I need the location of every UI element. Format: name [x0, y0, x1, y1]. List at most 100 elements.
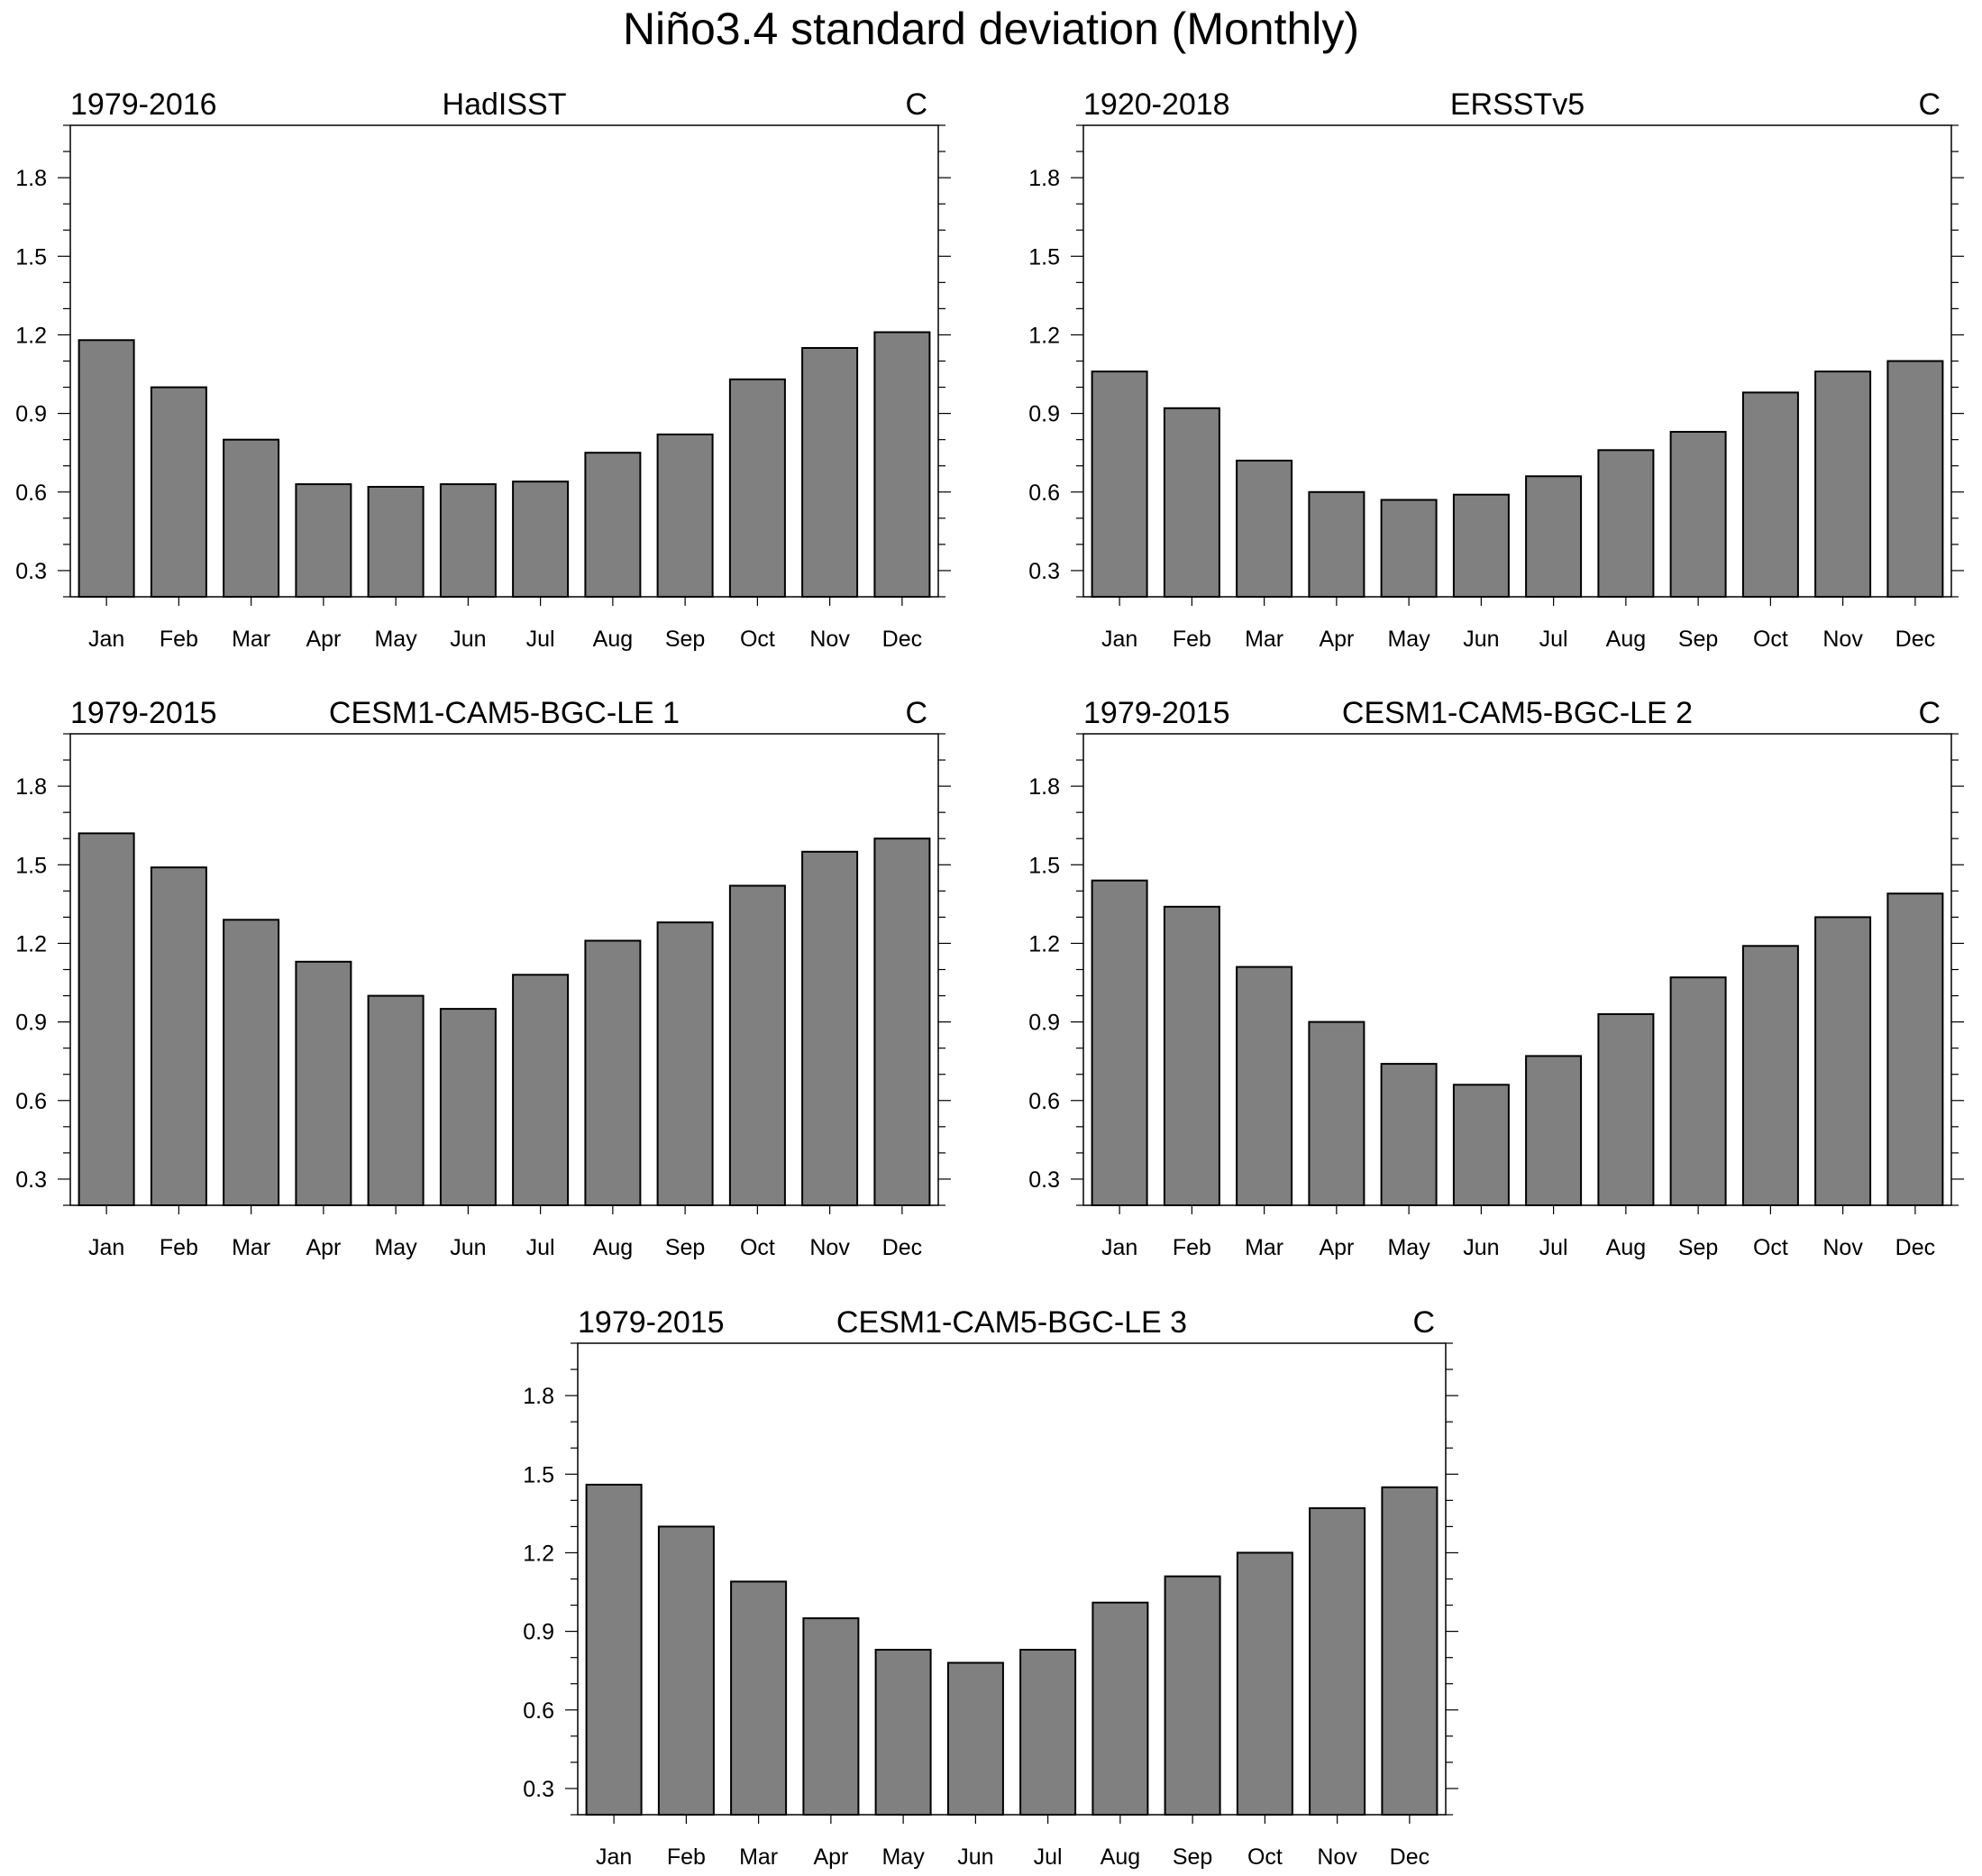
x-tick-label: Dec: [882, 1235, 922, 1260]
x-tick-label: Aug: [593, 1235, 633, 1260]
bar-mar: [1236, 459, 1293, 598]
chart-panel-3: 1979-2015 CESM1-CAM5-BGC-LE 1 C Jan Feb Mar Ap…: [15, 696, 951, 1260]
bar-jul: [1525, 1055, 1583, 1207]
x-tick-label: Dec: [1895, 1235, 1935, 1260]
x-tick-label: Mar: [1245, 1235, 1283, 1260]
bar-aug: [584, 939, 642, 1206]
x-tick-label: Apr: [306, 1235, 341, 1260]
bar-mar: [730, 1580, 788, 1817]
y-tick-label: 1.8: [1028, 166, 1060, 191]
x-tick-label: Jun: [957, 1844, 993, 1870]
bar-sep: [656, 921, 714, 1206]
x-tick-label: Apr: [813, 1844, 848, 1870]
y-tick-label: 0.6: [1028, 480, 1060, 506]
x-tick-label: Mar: [232, 1235, 270, 1260]
x-tick-label: Oct: [1753, 627, 1788, 652]
bar-nov: [801, 347, 859, 598]
bar-dec: [873, 331, 931, 598]
panel-title: CESM1-CAM5-BGC-LE 1: [329, 696, 680, 730]
y-tick-label: 0.9: [1028, 402, 1060, 427]
bar-sep: [1669, 976, 1727, 1206]
x-tick-label: Jun: [450, 627, 486, 652]
x-tick-label: Sep: [1678, 627, 1718, 652]
bar-nov: [1814, 916, 1872, 1207]
panel-period: 1979-2015: [70, 696, 217, 730]
panel-period: 1979-2016: [70, 87, 217, 122]
bar-may: [874, 1649, 932, 1816]
bar-may: [1380, 499, 1438, 598]
x-tick-label: Nov: [1822, 627, 1863, 652]
y-tick-label: 1.5: [1028, 853, 1060, 878]
bar-feb: [1163, 407, 1220, 598]
panel-units: C: [1918, 87, 1941, 122]
bar-sep: [1669, 431, 1727, 598]
bar-may: [1380, 1063, 1438, 1206]
bar-jul: [1525, 475, 1583, 598]
y-tick-label: 1.8: [15, 774, 47, 800]
x-tick-label: Feb: [667, 1844, 706, 1870]
bar-oct: [728, 378, 786, 598]
x-tick-label: Oct: [740, 1235, 775, 1260]
bar-mar: [223, 919, 280, 1206]
y-tick-label: 1.8: [15, 166, 47, 191]
bar-oct: [728, 884, 786, 1206]
panel-period: 1979-2015: [578, 1305, 725, 1340]
x-tick-label: Jul: [1539, 1235, 1568, 1260]
bar-jun: [946, 1661, 1004, 1816]
bar-apr: [295, 960, 352, 1207]
y-tick-label: 1.2: [15, 323, 47, 348]
x-tick-label: Sep: [665, 627, 705, 652]
bar-jan: [78, 832, 135, 1207]
x-tick-label: Jul: [1539, 627, 1568, 652]
y-tick-label: 1.8: [1028, 774, 1060, 800]
bar-apr: [1308, 1020, 1365, 1206]
y-tick-label: 0.6: [1028, 1089, 1060, 1114]
x-tick-label: Jun: [1463, 1235, 1499, 1260]
bar-aug: [1597, 1012, 1655, 1207]
x-tick-label: Mar: [739, 1844, 778, 1870]
bar-aug: [1091, 1601, 1149, 1816]
x-tick-label: Oct: [740, 627, 775, 652]
y-tick-label: 1.5: [523, 1462, 554, 1487]
x-tick-label: May: [1387, 1235, 1430, 1260]
bar-oct: [1741, 945, 1799, 1207]
y-tick-label: 1.2: [15, 931, 47, 956]
x-tick-label: Apr: [1319, 627, 1354, 652]
bar-apr: [295, 483, 352, 598]
panel-units: C: [1412, 1305, 1435, 1340]
x-tick-label: Oct: [1753, 1235, 1788, 1260]
bar-nov: [801, 850, 859, 1207]
x-tick-label: Nov: [809, 1235, 850, 1260]
y-tick-label: 0.3: [15, 1167, 47, 1193]
x-tick-label: Feb: [160, 627, 198, 652]
x-tick-label: Jun: [1463, 627, 1499, 652]
x-tick-label: Jan: [1101, 627, 1137, 652]
y-tick-label: 1.8: [523, 1384, 554, 1409]
bar-jun: [1452, 493, 1510, 599]
x-tick-label: May: [374, 627, 417, 652]
bar-feb: [150, 866, 207, 1206]
bar-aug: [1597, 449, 1655, 598]
panel-period: 1920-2018: [1083, 87, 1230, 122]
x-tick-label: Nov: [1822, 1235, 1863, 1260]
x-tick-label: Nov: [809, 627, 850, 652]
y-tick-label: 1.2: [1028, 931, 1060, 956]
bar-aug: [584, 452, 642, 599]
x-tick-label: Jul: [526, 1235, 555, 1260]
bar-apr: [802, 1617, 860, 1816]
x-tick-label: Aug: [593, 627, 633, 652]
y-tick-label: 0.6: [15, 480, 47, 506]
x-tick-label: May: [1387, 627, 1430, 652]
bar-sep: [656, 433, 714, 598]
x-tick-label: Feb: [1173, 627, 1211, 652]
y-tick-label: 1.5: [1028, 244, 1060, 270]
y-tick-label: 1.5: [15, 244, 47, 270]
x-tick-label: Sep: [665, 1235, 705, 1260]
x-tick-label: Jan: [1101, 1235, 1137, 1260]
x-tick-label: Sep: [1678, 1235, 1718, 1260]
panel-units: C: [905, 696, 927, 730]
bar-jun: [439, 1008, 497, 1206]
x-tick-label: Sep: [1173, 1844, 1212, 1870]
panel-units: C: [905, 87, 927, 122]
